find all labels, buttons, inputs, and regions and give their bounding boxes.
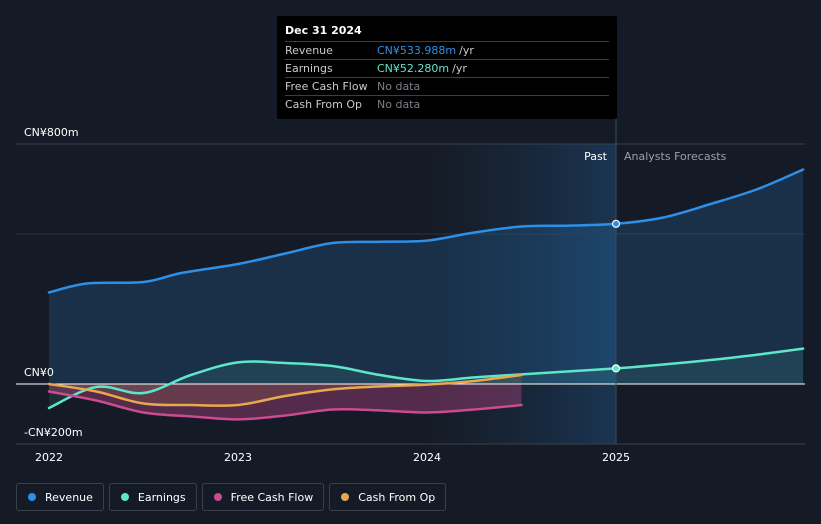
- series-line-earnings: [47, 347, 805, 410]
- series-line-cash-from-op: [47, 373, 523, 407]
- legend-label: Revenue: [45, 490, 93, 504]
- tooltip: Dec 31 2024 Revenue CN¥533.988m /yr Earn…: [277, 16, 617, 119]
- legend-label: Cash From Op: [358, 490, 436, 504]
- forecast-label: Analysts Forecasts: [624, 150, 727, 163]
- past-shade: [426, 144, 616, 444]
- y-tick-label-800: CN¥800m: [24, 126, 79, 139]
- legend-dot-icon: [341, 493, 350, 501]
- legend-label: Earnings: [137, 490, 186, 504]
- tooltip-label: Cash From Op: [285, 98, 363, 111]
- legend-item-cash-from-op[interactable]: Cash From Op: [329, 483, 447, 511]
- area-revenue: [49, 169, 804, 384]
- tooltip-row-revenue: Revenue CN¥533.988m /yr: [285, 42, 609, 60]
- tooltip-label: Earnings: [285, 62, 333, 75]
- legend: Revenue Earnings Free Cash Flow Cash Fro…: [16, 483, 447, 511]
- highlight-marker-revenue: [611, 219, 621, 228]
- series-line-revenue: [47, 168, 805, 294]
- legend-dot-icon: [213, 493, 222, 501]
- legend-item-revenue[interactable]: Revenue: [16, 483, 104, 511]
- y-tick-label-neg200: -CN¥200m: [24, 426, 83, 439]
- legend-item-earnings[interactable]: Earnings: [108, 483, 197, 511]
- highlight-marker-earnings: [611, 364, 621, 373]
- x-tick-label-2024: 2024: [413, 451, 441, 464]
- tooltip-value: No data: [377, 98, 421, 111]
- tooltip-label: Free Cash Flow: [285, 80, 368, 93]
- tooltip-value: CN¥52.280m: [377, 62, 450, 75]
- tooltip-unit: /yr: [459, 44, 474, 57]
- tooltip-row-earnings: Earnings CN¥52.280m /yr: [285, 60, 609, 78]
- tooltip-date: Dec 31 2024: [285, 24, 609, 42]
- x-tick-label-2022: 2022: [35, 451, 63, 464]
- y-tick-label-0: CN¥0: [24, 366, 54, 379]
- legend-dot-icon: [120, 493, 129, 501]
- legend-item-free-cash-flow[interactable]: Free Cash Flow: [201, 483, 325, 511]
- tooltip-row-cash-from-op: Cash From Op No data: [285, 96, 609, 113]
- tooltip-label: Revenue: [285, 44, 333, 57]
- past-label: Past: [584, 150, 608, 163]
- tooltip-value: CN¥533.988m: [377, 44, 457, 57]
- legend-dot-icon: [28, 493, 36, 501]
- x-tick-label-2025: 2025: [602, 451, 630, 464]
- area-cash-from-op: [49, 375, 522, 406]
- tooltip-unit: /yr: [452, 62, 467, 75]
- series-line-free-cash-flow: [47, 390, 523, 421]
- tooltip-value: No data: [377, 80, 421, 93]
- x-tick-label-2023: 2023: [224, 451, 252, 464]
- tooltip-row-free-cash-flow: Free Cash Flow No data: [285, 78, 609, 96]
- legend-label: Free Cash Flow: [230, 490, 314, 504]
